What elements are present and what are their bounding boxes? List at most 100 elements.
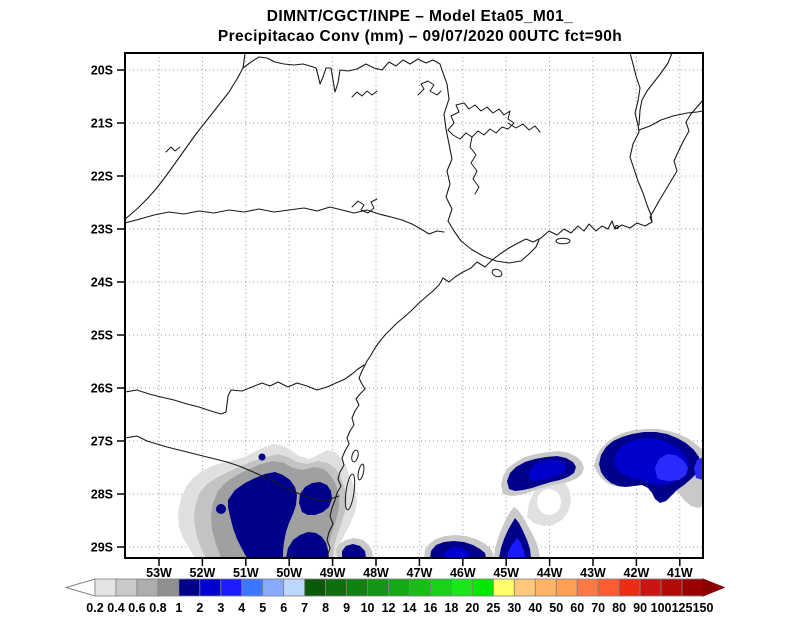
lon-label: 46W: [450, 566, 476, 580]
colorbar-label: 16: [423, 601, 437, 615]
lon-label: 41W: [667, 566, 693, 580]
border-mg-rj-1: [629, 52, 653, 223]
colorbar-label: 25: [486, 601, 500, 615]
colorbar-label: 6: [280, 601, 287, 615]
colorbar-segment: [199, 578, 222, 597]
lat-label: 29S: [91, 541, 113, 555]
precip-region-band-west: [501, 451, 584, 496]
lat-label: 28S: [91, 488, 113, 502]
colorbar-segment: [513, 578, 536, 597]
colorbar-label: 0.4: [107, 601, 124, 615]
lon-label: 47W: [407, 566, 433, 580]
colorbar-segment: [409, 578, 431, 597]
border-pr-sc: [124, 364, 365, 415]
colorbar-segment: [492, 578, 515, 597]
axis-ticks: [117, 69, 681, 566]
colorbar-segment: [451, 578, 473, 597]
lat-label: 22S: [91, 170, 113, 184]
colorbar-label: 40: [528, 601, 542, 615]
colorbar-segment: [597, 578, 620, 597]
precip-blue-core: [444, 547, 469, 558]
precip-region-weak-44w: [527, 479, 571, 526]
lon-label: 44W: [537, 566, 563, 580]
colorbar-segment: [430, 578, 452, 597]
reservoir-paranapanema: [351, 198, 378, 214]
colorbar-segment: [534, 578, 557, 597]
colorbar-segment: [346, 578, 368, 597]
colorbar-segment: [639, 578, 662, 597]
colorbar-segment: [115, 578, 138, 597]
reservoir-furnas-arm-s: [469, 136, 480, 195]
border-sp-pr: [124, 206, 445, 235]
colorbar-label: 150: [693, 601, 714, 615]
colorbar-label: 1: [175, 601, 182, 615]
precip-bright-edge: [694, 457, 703, 480]
precip-ring-hole: [537, 489, 561, 515]
lagoons-islands: [344, 225, 619, 511]
colorbar-label: 3: [217, 601, 224, 615]
lon-label: 53W: [146, 566, 172, 580]
precip-navy: [342, 544, 366, 558]
border-mg-rj-2: [638, 52, 673, 126]
precip-region-band-east: [594, 429, 703, 508]
reservoir-furnas-arm-e: [507, 122, 541, 133]
title-line-1: DIMNT/CGCT/INPE – Model Eta05_M01_: [267, 8, 573, 25]
lat-label: 25S: [91, 329, 113, 343]
lon-label: 51W: [233, 566, 259, 580]
lon-label: 50W: [276, 566, 302, 580]
colorbar-label: 14: [403, 601, 417, 615]
colorbar-segment: [262, 578, 285, 597]
precip-navy-spot-n: [258, 453, 266, 461]
precip-region-45w: [494, 507, 540, 558]
border-sp-mg: [441, 69, 540, 264]
precip-shading: [178, 429, 703, 558]
colorbar-segment: [388, 578, 410, 597]
precip-region-rs-cluster: [178, 444, 357, 558]
latitude-labels: 20S 21S 22S 23S 24S 25S 26S 27S 28S 29S: [91, 64, 113, 555]
colorbar-label: 8: [322, 601, 329, 615]
colorbar-label: 80: [612, 601, 626, 615]
lat-label: 27S: [91, 435, 113, 449]
precip-blue-core: [528, 460, 566, 481]
colorbar-labels: 0.2 0.4 0.6 0.8 1 2 3 4 5 6 7 8 9 10 12 14 16 18 20 25 30 40 5…: [86, 601, 713, 615]
reservoir-ne: [417, 80, 442, 96]
colorbar-label: 20: [465, 601, 479, 615]
colorbar-label: 50: [549, 601, 563, 615]
lon-label: 48W: [363, 566, 389, 580]
colorbar-label: 0.8: [149, 601, 166, 615]
lat-label: 21S: [91, 117, 113, 131]
colorbar-segment: [576, 578, 599, 597]
lat-label: 26S: [91, 382, 113, 396]
border-rio-grande: [242, 56, 443, 93]
colorbar-segment: [220, 578, 243, 597]
border-sc-rs: [124, 435, 340, 502]
island-ilha-grande: [555, 237, 571, 245]
colorbar-label: 2: [196, 601, 203, 615]
colorbar-segment: [94, 578, 117, 597]
colorbar-segment: [178, 578, 201, 597]
colorbar-label: 9: [343, 601, 350, 615]
colorbar-label: 12: [382, 601, 396, 615]
precip-region-46w: [424, 535, 494, 558]
precip-navy-lobe-ne: [299, 482, 332, 515]
colorbar-segment: [283, 578, 306, 597]
colorbar-label: 70: [591, 601, 605, 615]
lon-label: 42W: [624, 566, 650, 580]
colorbar-label: 90: [633, 601, 647, 615]
colorbar-label: 0.6: [128, 601, 145, 615]
border-parana-river: [124, 52, 246, 220]
geography-lines: [124, 52, 704, 559]
precip-navy-lobe-s: [286, 532, 329, 558]
colorbar-segment: [681, 578, 704, 597]
lat-label: 24S: [91, 276, 113, 290]
precip-bright-core: [655, 454, 688, 481]
lon-label: 49W: [320, 566, 346, 580]
colorbar-label: 18: [444, 601, 458, 615]
colorbar: [64, 578, 726, 597]
precip-blue-core: [507, 538, 525, 558]
colorbar-arrow-right: [702, 578, 726, 597]
precip-navy-spot-w: [216, 504, 226, 514]
precip-region-48w: [336, 538, 373, 558]
